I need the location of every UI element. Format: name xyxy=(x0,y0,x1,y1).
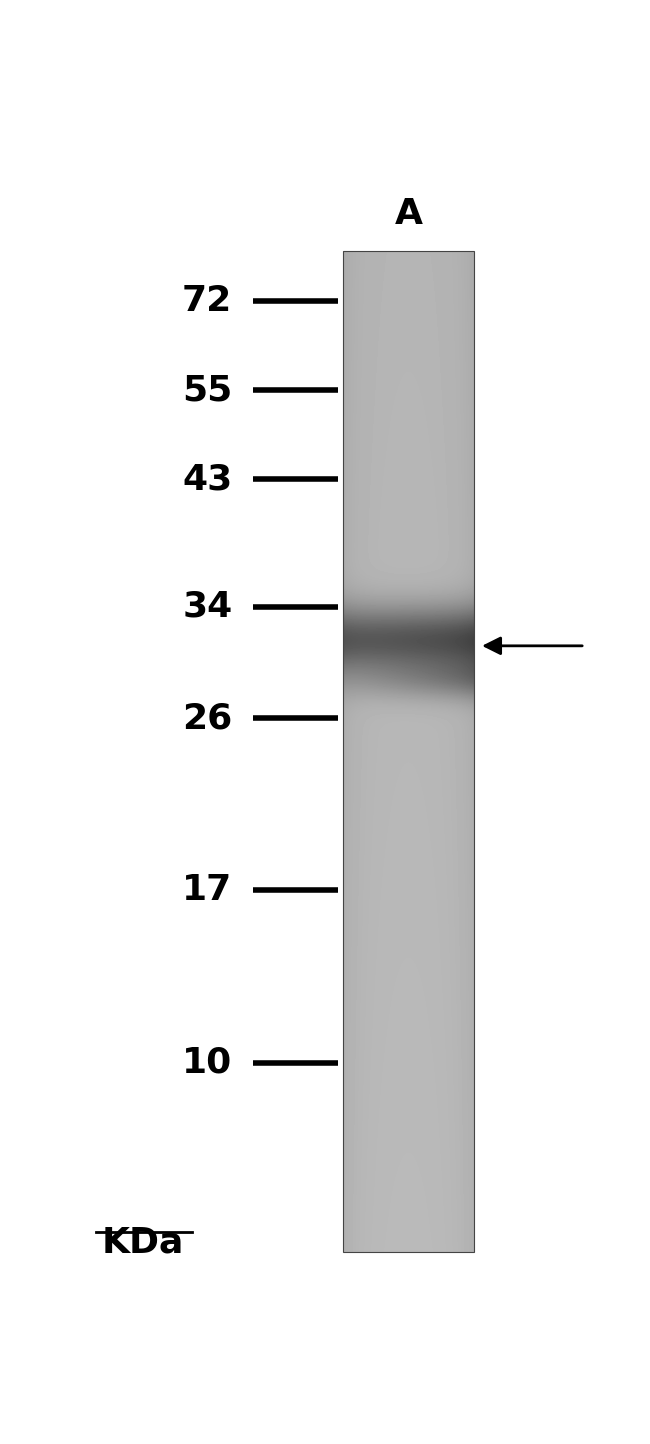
Text: KDa: KDa xyxy=(101,1226,184,1261)
Text: 72: 72 xyxy=(182,284,233,318)
Text: 55: 55 xyxy=(182,373,233,407)
Text: 17: 17 xyxy=(182,874,233,907)
Text: 26: 26 xyxy=(182,702,233,735)
Bar xyxy=(343,251,474,1252)
Text: A: A xyxy=(395,196,423,231)
Text: 43: 43 xyxy=(182,462,233,497)
Text: 10: 10 xyxy=(182,1045,233,1080)
Text: 34: 34 xyxy=(182,591,233,624)
